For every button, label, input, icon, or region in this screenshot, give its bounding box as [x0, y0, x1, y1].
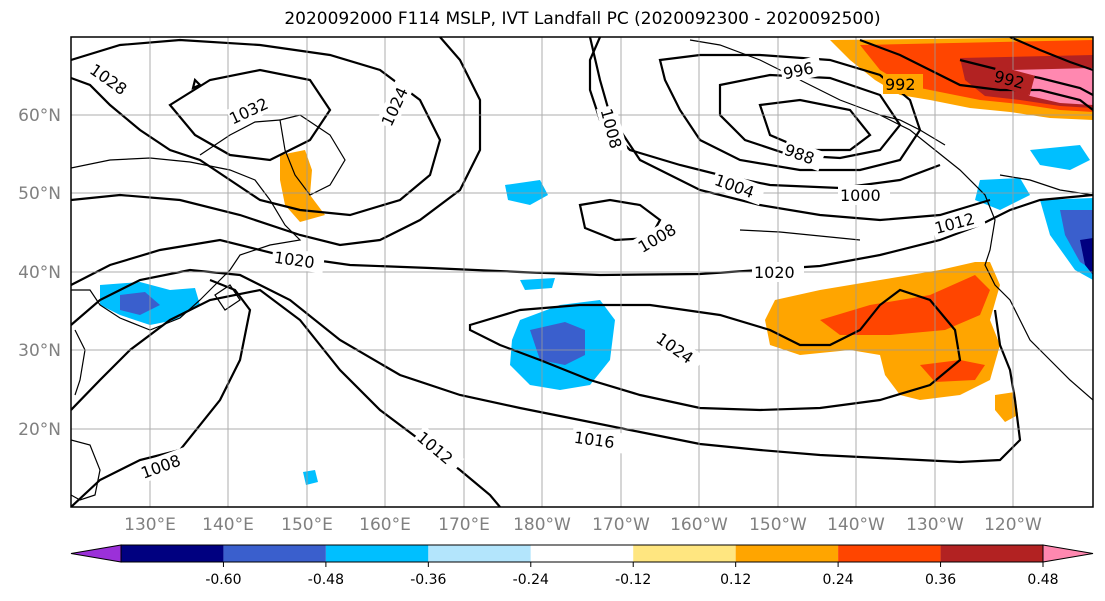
map-border — [70, 36, 1094, 508]
colorbar-tick-label: 0.36 — [925, 572, 956, 588]
colorbar-tick-label: -0.24 — [513, 572, 549, 588]
colorbar-extend-min — [70, 544, 122, 563]
colorbar-tick-label: -0.12 — [615, 572, 651, 588]
map-title: 2020092000 F114 MSLP, IVT Landfall PC (2… — [284, 9, 881, 29]
lon-label: 160°W — [670, 515, 728, 535]
colorbar-tick-label: 0.48 — [1027, 572, 1058, 588]
colorbar-outline — [120, 544, 1044, 563]
lat-label: 20°N — [18, 420, 61, 440]
colorbar-segment — [940, 545, 1043, 562]
colorbar: -0.60 -0.48 -0.36 -0.24 -0.12 0.12 0.24 0.36 0.4… — [70, 544, 1094, 588]
colorbar-segment — [428, 545, 531, 562]
lat-label: 60°N — [18, 106, 61, 126]
colorbar-segment — [530, 545, 634, 562]
lon-label: 140°W — [827, 515, 885, 535]
colorbar-tick-label: -0.48 — [308, 572, 344, 588]
colorbar-segment — [325, 545, 429, 562]
ivt-shading — [100, 37, 1093, 485]
colorbar-extend-max — [1042, 544, 1094, 563]
colorbar-tick-label: 0.12 — [720, 572, 751, 588]
colorbar-tick-label: 0.24 — [823, 572, 854, 588]
colorbar-segment — [223, 545, 326, 562]
lon-label: 150°E — [281, 515, 333, 535]
colorbar-tick-label: -0.60 — [205, 572, 241, 588]
lon-label: 140°E — [202, 515, 254, 535]
lon-label: 160°E — [359, 515, 411, 535]
contour-label: 1000 — [840, 186, 881, 205]
colorbar-segment — [838, 545, 941, 562]
lon-label: 130°W — [906, 515, 964, 535]
colorbar-segment — [633, 545, 736, 562]
colorbar-segment — [735, 545, 839, 562]
lon-label: 120°W — [984, 515, 1042, 535]
lon-label: 170°W — [592, 515, 650, 535]
contour-label: 992 — [885, 75, 916, 94]
latitude-labels: 60°N 50°N 40°N 30°N 20°N — [18, 106, 61, 440]
lat-label: 50°N — [18, 184, 61, 204]
coastlines — [71, 39, 1093, 501]
contour-label: 1020 — [754, 263, 795, 282]
longitude-labels: 130°E 140°E 150°E 160°E 170°E 180°W 170°… — [124, 515, 1042, 535]
colorbar-segment — [121, 545, 224, 562]
lon-label: 130°E — [124, 515, 176, 535]
colorbar-tick-label: -0.36 — [410, 572, 446, 588]
lon-label: 180°W — [513, 515, 571, 535]
lon-label: 170°E — [438, 515, 490, 535]
lat-label: 30°N — [18, 341, 61, 361]
lat-label: 40°N — [18, 263, 61, 283]
lon-label: 150°W — [749, 515, 807, 535]
